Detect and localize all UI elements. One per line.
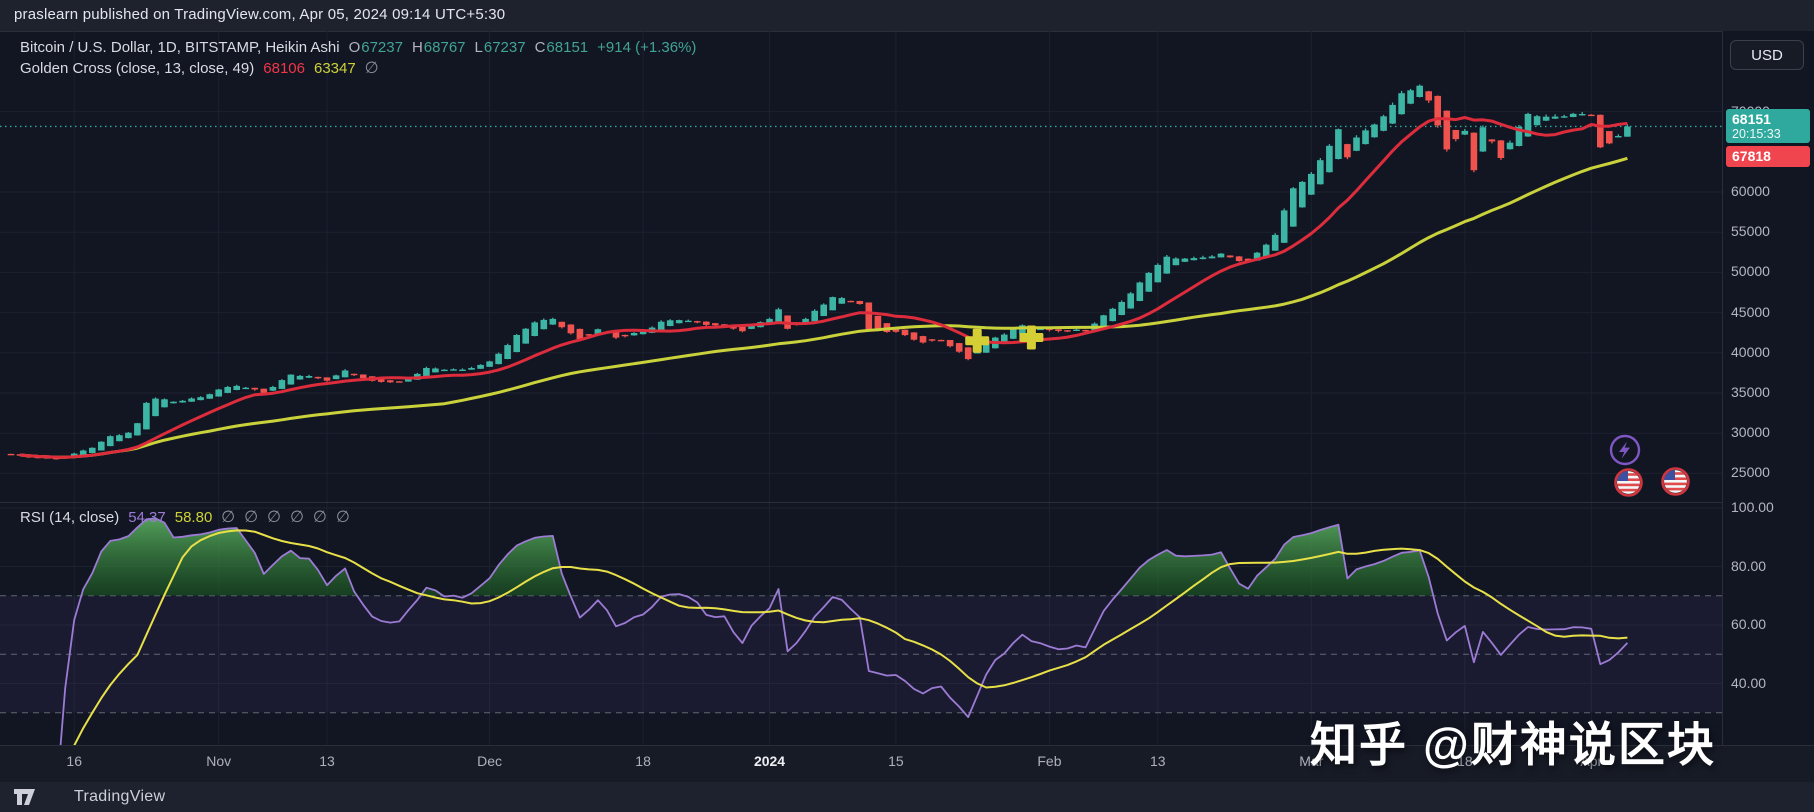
ma-fast-value: 68106 xyxy=(263,59,305,77)
candles-series xyxy=(7,84,1631,460)
us-flag-icon[interactable] xyxy=(1660,466,1691,497)
ohlc-high: H68767 xyxy=(411,39,466,56)
rsi-legend[interactable]: RSI (14, close) 54.37 58.80 ∅ ∅ ∅ ∅ ∅ ∅ xyxy=(20,507,350,527)
mute-icon[interactable]: ∅ xyxy=(244,509,259,526)
golden-cross-legend[interactable]: Golden Cross (close, 13, close, 49) 6810… xyxy=(20,58,379,78)
price-tick-label: 25000 xyxy=(1731,464,1770,481)
time-tick-label: 13 xyxy=(319,753,335,769)
rsi-line xyxy=(29,517,1629,802)
time-tick-label: Mar xyxy=(1299,753,1324,769)
rsi-ma-value: 58.80 xyxy=(174,508,213,526)
symbol-title[interactable]: Bitcoin / U.S. Dollar, 1D, BITSTAMP, Hei… xyxy=(20,39,340,56)
mute-icon[interactable]: ∅ xyxy=(267,509,282,526)
rsi-tick-label: 80.00 xyxy=(1731,557,1767,574)
ma-fast-line xyxy=(19,116,1628,459)
footer-bar: TradingView xyxy=(0,782,1814,812)
price-change: +914 (+1.36%) xyxy=(597,39,697,56)
time-tick-label: 2024 xyxy=(753,753,786,769)
time-tick-label: 13 xyxy=(1150,753,1166,769)
ma-slow-value: 63347 xyxy=(314,59,356,77)
zhihu-watermark: 知乎 @财神说区块 xyxy=(1310,718,1716,771)
ohlc-open: O67237 xyxy=(348,39,403,56)
rsi-ma-line xyxy=(28,529,1628,778)
mute-icon[interactable]: ∅ xyxy=(290,509,305,526)
ma-slow-line xyxy=(19,156,1628,459)
time-tick-label: Dec xyxy=(477,753,503,769)
bar-countdown: 20:15:33 xyxy=(1732,127,1781,142)
rsi-tick-label: 100.00 xyxy=(1731,499,1774,515)
time-axis[interactable] xyxy=(0,745,1814,783)
time-tick-label: 16 xyxy=(66,753,82,769)
publisher-strip: praslearn published on TradingView.com, … xyxy=(0,0,1814,32)
currency-label: USD xyxy=(1751,46,1783,64)
time-tick-label: 15 xyxy=(888,753,904,769)
time-tick-label: Feb xyxy=(1037,753,1062,769)
last-price-badge: 68151 20:15:33 xyxy=(1726,109,1810,144)
golden-cross-marker[interactable] xyxy=(965,328,990,353)
mute-icon[interactable]: ∅ xyxy=(221,509,236,526)
time-tick-label: Apr xyxy=(1580,753,1603,769)
price-tick-label: 55000 xyxy=(1731,223,1770,240)
tradingview-logo-icon[interactable] xyxy=(13,787,36,807)
ma-price-badge: 67818 xyxy=(1726,146,1810,168)
mute-icon[interactable]: ∅ xyxy=(335,509,350,526)
time-tick-label: 18 xyxy=(1457,753,1473,769)
us-flag-icon[interactable] xyxy=(1613,467,1644,498)
price-tick-label: 60000 xyxy=(1731,183,1770,199)
time-tick-label: Nov xyxy=(206,753,232,769)
price-tick-label: 45000 xyxy=(1731,303,1770,320)
price-tick-label: 50000 xyxy=(1731,263,1770,280)
rsi-tick-label: 60.00 xyxy=(1731,616,1767,632)
last-price-value: 68151 xyxy=(1732,111,1771,128)
rsi-value: 54.37 xyxy=(128,508,166,526)
published-line: praslearn published on TradingView.com, … xyxy=(14,6,506,23)
symbol-legend[interactable]: Bitcoin / U.S. Dollar, 1D, BITSTAMP, Hei… xyxy=(20,39,696,56)
gridlines xyxy=(0,31,1722,745)
price-tick-label: 40000 xyxy=(1731,343,1770,360)
currency-button[interactable]: USD xyxy=(1730,40,1804,70)
time-tick-label: 18 xyxy=(635,753,651,769)
mute-icon[interactable]: ∅ xyxy=(313,509,327,526)
lightning-idea-icon[interactable] xyxy=(1608,433,1642,467)
rsi-name[interactable]: RSI (14, close) xyxy=(20,508,120,526)
ohlc-close: C68151 xyxy=(534,39,589,56)
indicator-name[interactable]: Golden Cross (close, 13, close, 49) xyxy=(20,59,255,77)
price-tick-label: 30000 xyxy=(1731,424,1770,441)
golden-cross-marker[interactable] xyxy=(1019,325,1044,350)
ohlc-low: L67237 xyxy=(474,39,526,56)
price-tick-label: 35000 xyxy=(1731,384,1770,400)
pane-separator[interactable] xyxy=(0,502,1814,503)
rsi-tick-label: 40.00 xyxy=(1731,674,1767,691)
rsi-overbought-fill xyxy=(29,518,1628,596)
mute-icon[interactable]: ∅ xyxy=(364,60,379,77)
tradingview-brand[interactable]: TradingView xyxy=(74,788,166,805)
